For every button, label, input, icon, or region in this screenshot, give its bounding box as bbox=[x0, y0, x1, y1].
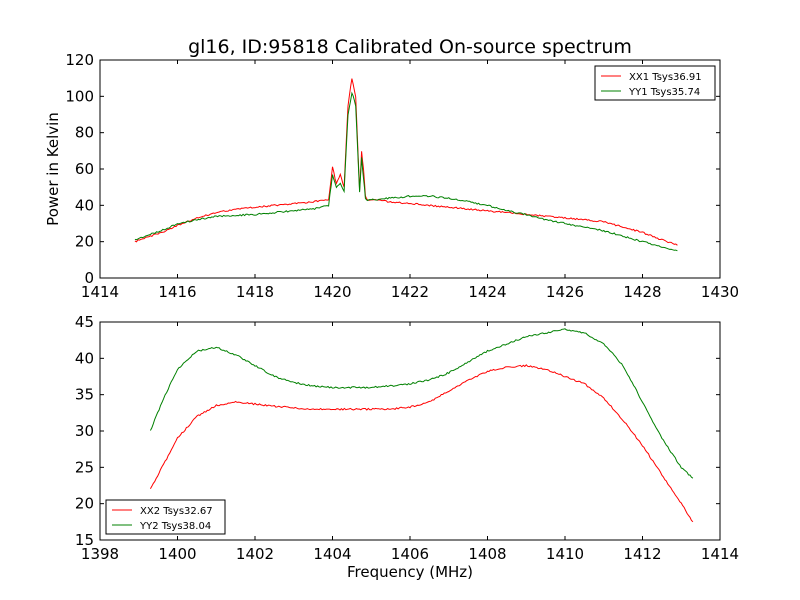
x-tick-label: 1414 bbox=[81, 283, 119, 301]
legend-label: XX1 Tsys36.91 bbox=[629, 72, 702, 83]
x-tick-label: 1398 bbox=[81, 545, 119, 563]
y-tick-label: 100 bbox=[65, 87, 94, 105]
legend-label: YY1 Tsys35.74 bbox=[628, 87, 700, 98]
x-tick-label: 1426 bbox=[546, 283, 584, 301]
series-line-yy1 bbox=[134, 91, 678, 252]
x-tick-label: 1424 bbox=[468, 283, 506, 301]
top-spectrum-panel: 1414 1416 1418 1420 1422 1424 1426 1428 1430 0 20 4… bbox=[44, 51, 739, 301]
legend-box bbox=[105, 499, 226, 535]
legend-box bbox=[594, 65, 716, 101]
y-tick-label: 25 bbox=[75, 458, 94, 476]
x-tick-label: 1422 bbox=[391, 283, 429, 301]
x-tick-label: 1412 bbox=[623, 545, 661, 563]
y-tick-label: 60 bbox=[75, 160, 94, 178]
legend: XX1 Tsys36.91 YY1 Tsys35.74 bbox=[594, 65, 716, 101]
x-tick-label: 1420 bbox=[313, 283, 351, 301]
y-tick-label: 80 bbox=[75, 124, 94, 142]
y-tick-label: 45 bbox=[75, 313, 94, 331]
legend: XX2 Tsys32.67 YY2 Tsys38.04 bbox=[105, 499, 226, 535]
bottom-spectrum-panel: 1398 1400 1402 1404 1406 1408 1410 1412 1414 15 20… bbox=[75, 313, 739, 581]
x-tick-label: 1414 bbox=[701, 545, 739, 563]
x-tick-label: 1404 bbox=[313, 545, 351, 563]
y-tick-label: 20 bbox=[75, 495, 94, 513]
y-tick-label: 15 bbox=[75, 531, 94, 549]
y-tick-label: 0 bbox=[84, 269, 94, 287]
figure-title: gl16, ID:95818 Calibrated On-source spec… bbox=[188, 36, 632, 58]
y-axis-label: Power in Kelvin bbox=[44, 112, 62, 226]
legend-label: XX2 Tsys32.67 bbox=[140, 506, 213, 517]
y-tick-label: 35 bbox=[75, 386, 94, 404]
x-tick-label: 1406 bbox=[391, 545, 429, 563]
x-tick-label: 1410 bbox=[546, 545, 584, 563]
x-tick-label: 1428 bbox=[623, 283, 661, 301]
x-tick-label: 1408 bbox=[468, 545, 506, 563]
x-tick-label: 1402 bbox=[236, 545, 274, 563]
series-line-yy2 bbox=[149, 328, 694, 479]
legend-label: YY2 Tsys38.04 bbox=[139, 521, 211, 532]
series-line-xx1 bbox=[134, 78, 678, 246]
x-tick-label: 1430 bbox=[701, 283, 739, 301]
y-tick-label: 120 bbox=[65, 51, 94, 69]
y-tick-label: 40 bbox=[75, 349, 94, 367]
y-tick-label: 20 bbox=[75, 233, 94, 251]
y-tick-label: 30 bbox=[75, 422, 94, 440]
x-tick-label: 1416 bbox=[158, 283, 196, 301]
x-axis-label: Frequency (MHz) bbox=[347, 563, 473, 581]
y-tick-label: 40 bbox=[75, 196, 94, 214]
series-line-xx2 bbox=[149, 364, 694, 523]
x-tick-label: 1400 bbox=[158, 545, 196, 563]
x-tick-label: 1418 bbox=[236, 283, 274, 301]
